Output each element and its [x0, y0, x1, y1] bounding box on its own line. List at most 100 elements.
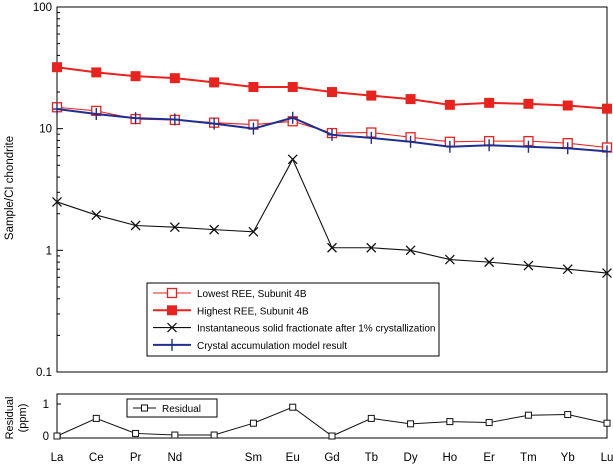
data-point — [367, 131, 376, 144]
residual-y-tick-label: 1 — [43, 399, 49, 411]
data-point — [444, 99, 455, 110]
data-point — [524, 140, 533, 153]
data-point — [91, 67, 102, 78]
data-point — [328, 128, 336, 141]
data-point — [602, 268, 612, 279]
residual-legend-swatch-marker — [141, 404, 148, 412]
data-point — [445, 140, 454, 153]
data-point — [327, 87, 337, 98]
data-point — [287, 154, 298, 165]
data-point — [484, 97, 495, 108]
data-point — [327, 242, 337, 253]
data-point — [288, 111, 297, 124]
data-point — [248, 226, 259, 237]
legend-box — [146, 282, 440, 357]
main-y-axis: 0.1 1 10 100 — [33, 2, 63, 379]
data-point — [603, 145, 611, 158]
legend-swatch-marker — [167, 305, 177, 316]
data-point — [92, 107, 101, 120]
residual-point — [367, 414, 375, 422]
x-tick-label-ce: Ce — [89, 452, 104, 464]
data-point — [484, 257, 495, 268]
x-tick-label-pr: Pr — [130, 452, 142, 464]
residual-point — [92, 414, 100, 422]
residual-legend-label: Residual — [162, 404, 201, 415]
x-tick-label-lu: Lu — [601, 452, 613, 464]
data-point — [52, 62, 62, 73]
data-point — [485, 139, 494, 152]
residual-legend: Residual — [126, 398, 218, 418]
legend-label: Instantaneous solid fractionate after 1%… — [197, 324, 435, 335]
data-point — [602, 103, 612, 114]
legend: Lowest REE, Subunit 4B Highest REE, Subun… — [146, 282, 440, 357]
x-tick-label-sm: Sm — [245, 452, 262, 464]
residual-point — [407, 420, 415, 428]
x-tick-label-ho: Ho — [443, 452, 458, 464]
data-point — [169, 73, 180, 84]
data-point — [405, 94, 416, 105]
y-tick-label: 10 — [39, 124, 52, 136]
main-series-layer — [51, 62, 613, 279]
legend-swatch-marker — [167, 322, 177, 333]
data-point — [444, 254, 455, 265]
data-point — [52, 196, 62, 207]
x-tick-label-tm: Tm — [520, 452, 537, 464]
y-tick-label: 0.1 — [36, 367, 52, 379]
data-point — [562, 264, 573, 275]
data-point — [209, 77, 220, 88]
residual-series-layer — [53, 403, 611, 440]
x-tick-label-eu: Eu — [286, 452, 300, 464]
data-point — [287, 82, 298, 93]
residual-point — [485, 419, 493, 427]
data-point — [523, 98, 534, 109]
series-3 — [53, 103, 611, 158]
data-point — [523, 260, 534, 271]
main-plot-frame — [56, 6, 608, 373]
series-1 — [52, 62, 612, 114]
legend-swatch-marker — [166, 287, 178, 299]
residual-legend-items: Residual — [133, 404, 201, 415]
data-point — [366, 90, 377, 101]
data-point — [169, 222, 180, 233]
data-point — [170, 113, 179, 126]
series-line — [56, 158, 608, 274]
y-axis-label: Sample/CI chondrite — [4, 136, 16, 240]
data-point — [91, 210, 102, 221]
data-point — [209, 224, 220, 235]
residual-point — [564, 411, 572, 419]
data-point — [366, 242, 377, 253]
legend-label: Highest REE, Subunit 4B — [197, 306, 309, 317]
residual-legend-box — [126, 398, 218, 418]
data-point — [406, 135, 415, 148]
x-tick-label-tb: Tb — [365, 452, 378, 464]
residual-point — [524, 411, 532, 419]
x-tick-label-dy: Dy — [404, 452, 418, 464]
residual-series-0 — [53, 403, 611, 440]
main-plot: 0.1 1 10 100 — [33, 2, 613, 379]
residual-y-label-line2: (ppm) — [17, 404, 29, 433]
residual-point — [210, 431, 218, 439]
x-axis-labels: La Ce Pr Nd Sm Eu Gd Tb Dy Ho Er Tm Yb Lu — [51, 452, 613, 464]
data-point — [130, 220, 141, 231]
residual-point — [132, 429, 140, 437]
legend-label: Lowest REE, Subunit 4B — [197, 289, 307, 300]
data-point — [563, 142, 572, 155]
data-point — [130, 71, 141, 82]
y-tick-label: 100 — [33, 2, 52, 14]
legend-swatch-marker — [168, 338, 176, 351]
series-0 — [51, 102, 613, 153]
residual-plot: 01 — [43, 393, 611, 443]
residual-point — [603, 419, 611, 427]
data-point — [53, 103, 61, 116]
residual-y-label-line1: Residual — [4, 397, 16, 440]
x-tick-label-yb: Yb — [561, 452, 575, 464]
legend-label: Crystal accumulation model result — [197, 341, 347, 352]
residual-point — [171, 431, 179, 439]
x-tick-label-nd: Nd — [168, 452, 183, 464]
data-point — [248, 82, 259, 93]
x-tick-label-er: Er — [483, 452, 495, 464]
data-point — [562, 100, 573, 111]
data-point — [249, 122, 258, 135]
residual-point — [289, 403, 297, 411]
